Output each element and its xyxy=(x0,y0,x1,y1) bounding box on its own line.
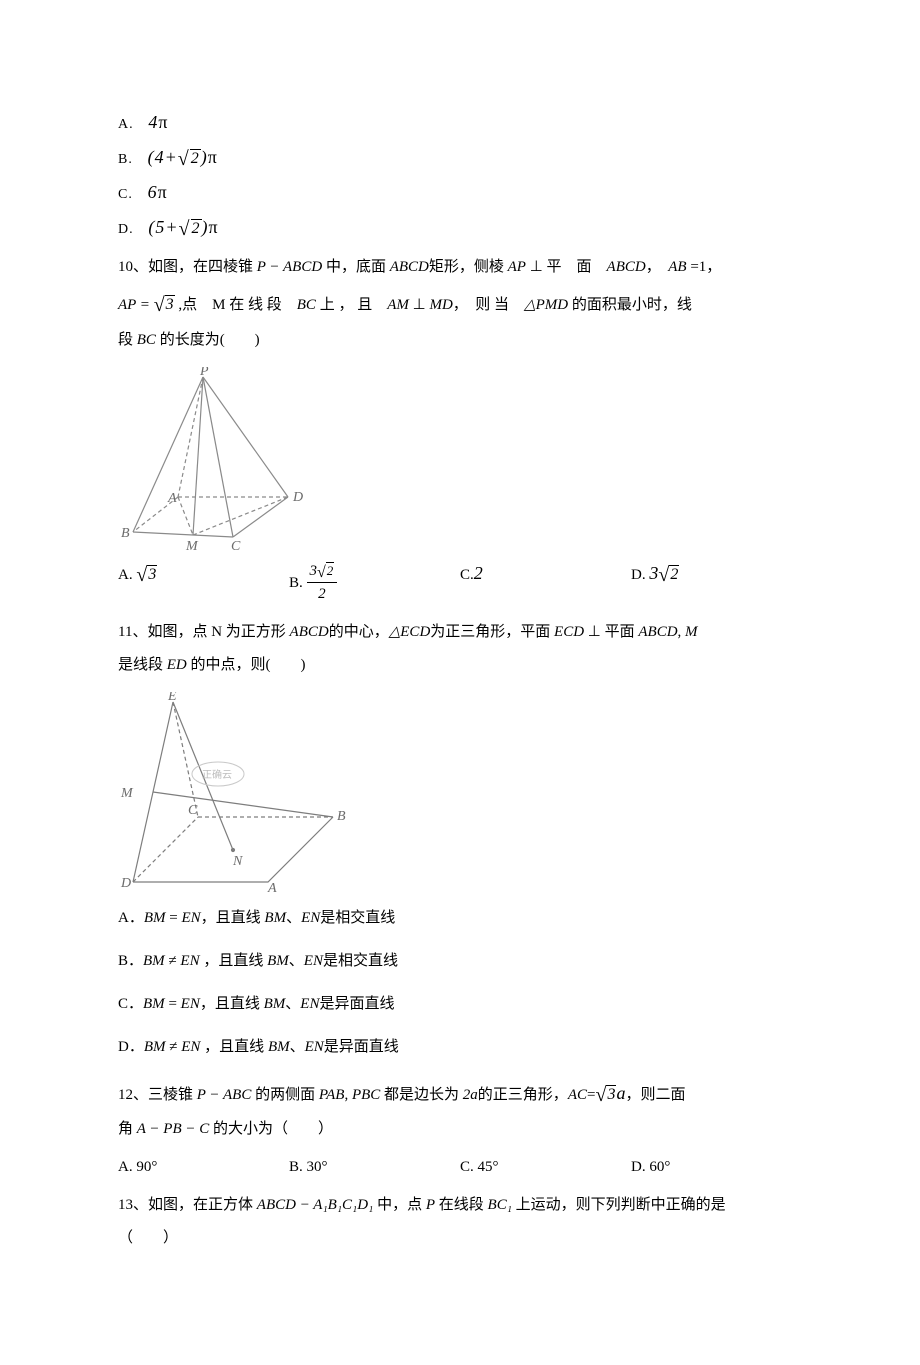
q11-num: 11、 xyxy=(118,624,147,640)
q12-options: A. 90° B. 30° C. 45° D. 60° xyxy=(118,1156,802,1179)
svg-text:D: D xyxy=(120,876,131,891)
q11-svg: E M C D A B N 正确云 xyxy=(118,692,348,892)
q10-options: A. √3 B. 3√22 C.2 D. 3√2 xyxy=(118,560,802,606)
q12-opt-c: C. 45° xyxy=(460,1156,631,1179)
svg-text:C: C xyxy=(188,803,198,818)
q11-stem: 11、如图，点 N 为正方形 ABCD的中心，△ECD为正三角形，平面 ECD … xyxy=(118,616,802,682)
svg-text:N: N xyxy=(232,854,243,869)
q10-figure: P A B C D M xyxy=(118,367,802,552)
q10-num: 10、 xyxy=(118,259,148,275)
q11-figure: E M C D A B N 正确云 xyxy=(118,692,802,892)
q12-num: 12、 xyxy=(118,1087,148,1103)
q12-opt-d: D. 60° xyxy=(631,1156,802,1179)
q9-c-expr: 6π xyxy=(148,182,168,202)
q9-a-expr: 4π xyxy=(148,112,168,132)
q10-label-C: C xyxy=(231,539,241,552)
svg-text:B: B xyxy=(337,809,346,824)
q9-option-a: A. 4π xyxy=(118,109,802,136)
q10-label-M: M xyxy=(185,539,199,552)
q10-label-B: B xyxy=(121,526,130,541)
q10-opt-d: D. 3√2 xyxy=(631,560,802,606)
q9-a-label: A. xyxy=(118,117,134,132)
q12-opt-b: B. 30° xyxy=(289,1156,460,1179)
q10-label-A: A xyxy=(167,491,177,506)
q10-opt-a: A. √3 xyxy=(118,560,289,606)
q9-d-label: D. xyxy=(118,222,134,237)
q13-num: 13、 xyxy=(118,1197,148,1213)
svg-text:M: M xyxy=(120,786,134,801)
q9-c-label: C. xyxy=(118,187,133,202)
q11-opt-d: D．BM ≠ EN ，且直线 BM、EN是异面直线 xyxy=(118,1031,802,1064)
q11-opt-b: B．BM ≠ EN ，且直线 BM、EN是相交直线 xyxy=(118,945,802,978)
q11-options: A．BM = EN，且直线 BM、EN是相交直线 B．BM ≠ EN ，且直线 … xyxy=(118,902,802,1064)
q9-b-expr: (4+√2)π xyxy=(148,147,218,167)
q13-stem: 13、如图，在正方体 ABCD − A₁B₁C₁D₁ 中，点 P 在线段 BC₁… xyxy=(118,1189,802,1255)
svg-text:E: E xyxy=(167,692,177,704)
q10-opt-b: B. 3√22 xyxy=(289,560,460,606)
q10-stem: 10、如图，在四棱锥 P − ABCD 中，底面 ABCD矩形，侧棱 AP ⊥ … xyxy=(118,251,802,357)
q11-opt-c: C．BM = EN，且直线 BM、EN是异面直线 xyxy=(118,988,802,1021)
q9-option-b: B. (4+√2)π xyxy=(118,144,802,171)
q12-opt-a: A. 90° xyxy=(118,1156,289,1179)
q9-d-expr: (5+√2)π xyxy=(148,217,218,237)
q10-opt-c: C.2 xyxy=(460,560,631,606)
svg-text:A: A xyxy=(267,881,277,892)
svg-text:正确云: 正确云 xyxy=(202,768,232,781)
q10-label-D: D xyxy=(292,490,303,505)
q9-option-c: C. 6π xyxy=(118,179,802,206)
q9-option-d: D. (5+√2)π xyxy=(118,214,802,241)
q10-pyramid-svg: P A B C D M xyxy=(118,367,313,552)
q12-stem: 12、三棱锥 P − ABC 的两侧面 PAB, PBC 都是边长为 2a的正三… xyxy=(118,1074,802,1147)
q9-b-label: B. xyxy=(118,152,133,167)
q11-opt-a: A．BM = EN，且直线 BM、EN是相交直线 xyxy=(118,902,802,935)
q10-label-P: P xyxy=(199,367,209,379)
